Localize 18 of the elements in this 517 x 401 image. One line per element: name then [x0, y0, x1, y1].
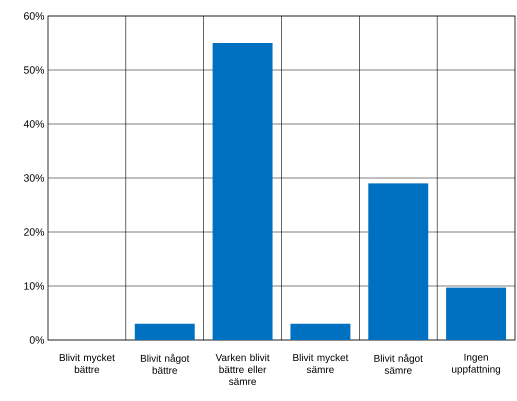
bar [290, 324, 350, 340]
bar [212, 43, 273, 340]
x-tick-label: Blivit något sämre [374, 354, 423, 374]
y-tick-label: 0% [30, 336, 44, 344]
y-tick-label: 50% [24, 66, 44, 74]
y-tick-label: 60% [24, 12, 44, 20]
y-tick-label: 40% [24, 120, 44, 128]
bar [368, 183, 428, 340]
y-tick-label: 20% [24, 228, 44, 236]
bar [446, 288, 506, 340]
bar [134, 324, 195, 340]
x-tick-label: Ingen uppfattning [452, 354, 500, 375]
x-tick-label: Blivit något bättre [140, 354, 190, 374]
y-tick-label: 10% [24, 282, 44, 290]
x-tick-label: Blivit mycket bättre [60, 354, 115, 374]
x-tick-label: Blivit mycket sämre [293, 354, 348, 374]
y-tick-label: 30% [24, 174, 44, 182]
x-tick-label: Varken blivit bättre eller sämre [216, 354, 270, 385]
